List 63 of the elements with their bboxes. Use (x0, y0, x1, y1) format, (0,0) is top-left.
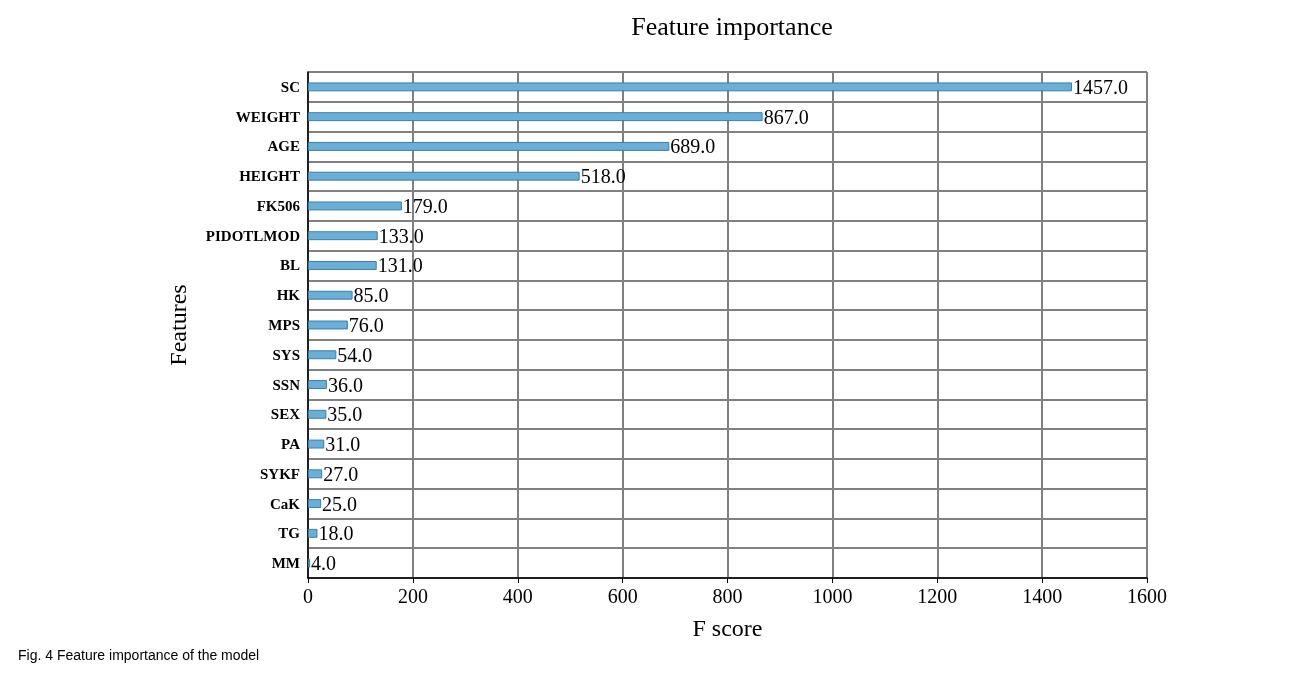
y-tick-label: HEIGHT (239, 168, 300, 185)
data-label: 35.0 (327, 403, 363, 426)
y-tick-label: PA (281, 436, 301, 453)
data-label: 36.0 (327, 373, 363, 396)
chart-title: Feature importance (631, 11, 833, 41)
x-tick-label: 600 (607, 585, 638, 607)
data-label: 18.0 (318, 522, 354, 545)
caption: Fig. 4 Feature importance of the model (18, 647, 260, 663)
y-tick-label: FK506 (256, 197, 301, 214)
x-tick-label: 1000 (812, 585, 853, 607)
bar (308, 112, 763, 122)
bar (308, 82, 1073, 92)
x-axis-title: F score (692, 615, 763, 641)
y-axis-title: Features (165, 284, 191, 366)
data-label: 4.0 (311, 552, 337, 575)
y-tick-label: MM (271, 555, 300, 572)
bar (308, 201, 402, 211)
data-label: 27.0 (323, 462, 359, 485)
x-tick-label: 1200 (917, 585, 958, 607)
y-tick-label: WEIGHT (235, 108, 300, 125)
data-label: 133.0 (378, 224, 424, 247)
bar (308, 141, 670, 151)
y-tick-label: BL (279, 257, 300, 274)
data-label: 1457.0 (1073, 75, 1129, 98)
y-tick-label: SEX (270, 406, 301, 423)
data-label: 31.0 (325, 433, 361, 456)
data-label: 85.0 (353, 284, 389, 307)
x-tick-label: 0 (303, 585, 313, 607)
bar (308, 528, 318, 538)
bar (308, 409, 327, 419)
data-label: 76.0 (348, 314, 384, 336)
data-label: 518.0 (580, 165, 626, 188)
y-tick-label: MPS (268, 317, 300, 333)
y-tick-label: CaK (270, 495, 301, 512)
x-tick-label: 200 (397, 585, 428, 607)
x-tick-label: 1600 (1127, 585, 1167, 607)
y-tick-label: HK (276, 287, 301, 304)
x-tick-label: 800 (712, 585, 743, 607)
bar (308, 499, 322, 509)
data-label: 689.0 (670, 135, 716, 158)
data-label: 54.0 (337, 343, 373, 366)
data-label: 179.0 (402, 194, 448, 217)
bar (308, 231, 378, 241)
y-tick-label: AGE (267, 138, 300, 155)
bar (308, 439, 325, 449)
bar (308, 350, 337, 360)
y-tick-label: PIDOTLMOD (205, 227, 301, 244)
bar (308, 380, 327, 389)
bar (308, 320, 348, 330)
data-label: 867.0 (763, 105, 809, 128)
bar (308, 290, 353, 300)
bar (308, 171, 580, 181)
y-tick-label: SSN (272, 376, 301, 393)
data-label: 131.0 (377, 254, 423, 277)
data-label: 25.0 (322, 492, 358, 515)
bar (308, 261, 377, 270)
bar (308, 469, 323, 479)
x-tick-label: 400 (502, 585, 533, 607)
x-tick-label: 1400 (1022, 585, 1063, 607)
y-tick-label: SYS (272, 346, 300, 363)
y-tick-label: TG (278, 525, 301, 542)
y-tick-label: SC (280, 78, 300, 95)
y-tick-label: SYKF (259, 465, 300, 482)
